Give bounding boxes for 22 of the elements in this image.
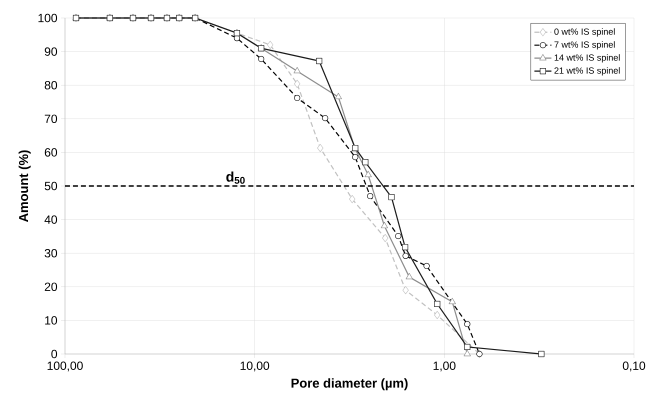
x-tick-label: 10,00 (240, 362, 270, 372)
y-tick-label: 60 (44, 148, 58, 157)
y-tick-label: 20 (44, 282, 58, 292)
y-tick-label: 50 (44, 182, 58, 190)
y-tick-label: 100 (38, 14, 58, 22)
y-tick-label: 0 (51, 350, 58, 358)
x-tick-label: 1,00 (434, 362, 456, 372)
y-tick-label: 90 (44, 47, 58, 56)
x-tick-label: 100,00 (48, 362, 83, 372)
legend-label: 0 wt% IS spinel (554, 28, 615, 37)
y-tick-label: 40 (44, 215, 58, 224)
y-tick-label: 30 (44, 248, 58, 258)
x-axis-title: Pore diameter (µm) (292, 378, 408, 390)
y-axis-title: Amount (%) (18, 150, 31, 222)
y-tick-label: 70 (44, 114, 58, 124)
x-tick-label: 0,10 (622, 362, 646, 372)
y-tick-label: 80 (44, 80, 58, 90)
legend-label: 21 wt% IS spinel (554, 67, 620, 76)
ref-line-label: d$_{50}$ (226, 171, 245, 184)
legend-label: 7 wt% IS spinel (554, 41, 615, 50)
y-tick-label: 10 (45, 316, 58, 325)
legend-label: 14 wt% IS spinel (554, 54, 620, 63)
